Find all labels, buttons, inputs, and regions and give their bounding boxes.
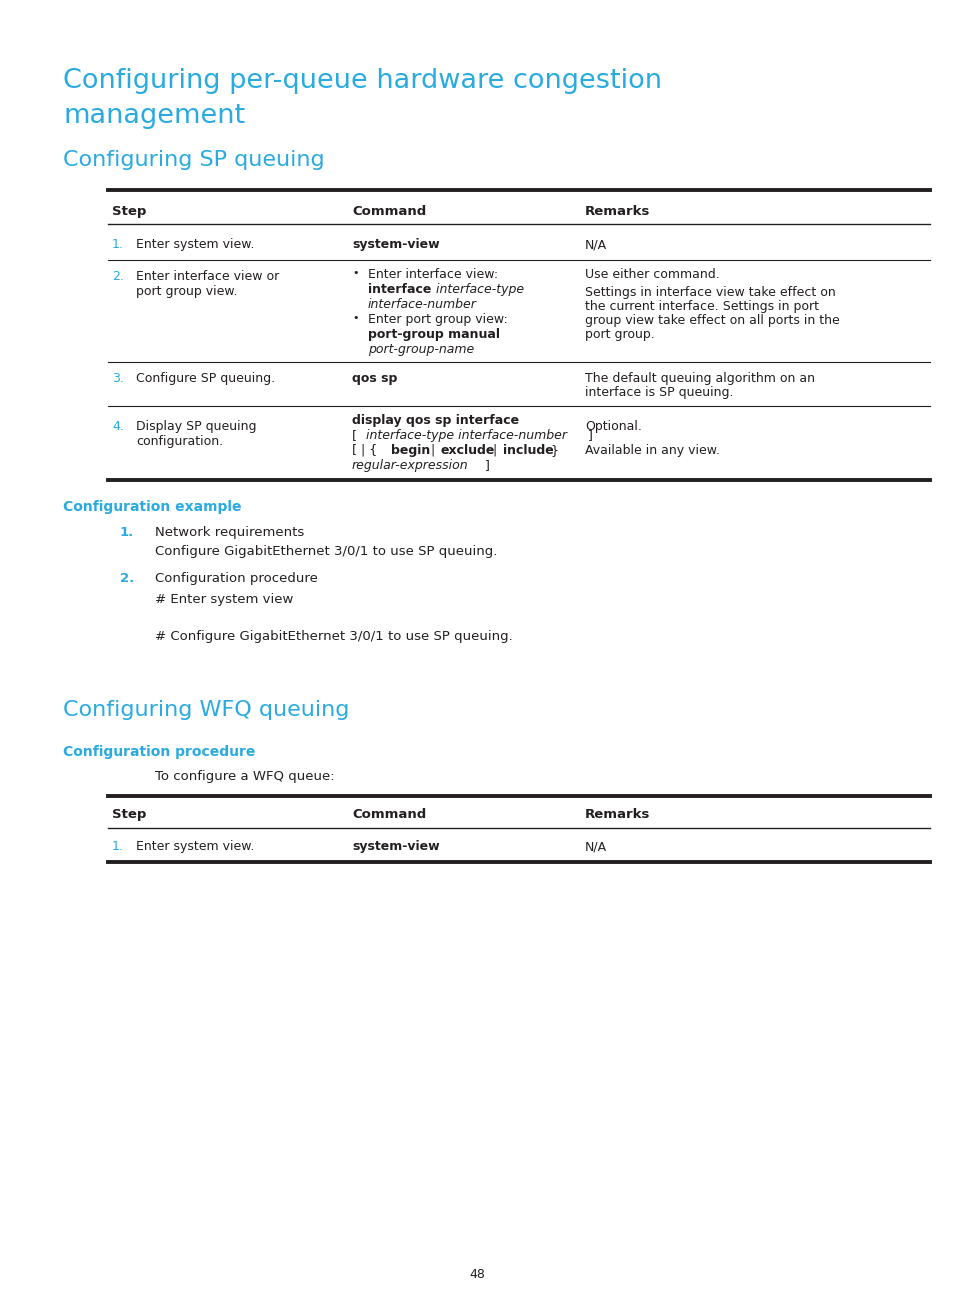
Text: group view take effect on all ports in the: group view take effect on all ports in t… [584,314,839,327]
Text: Step: Step [112,205,146,218]
Text: ]: ] [583,429,592,442]
Text: management: management [63,102,245,130]
Text: •: • [352,268,358,279]
Text: # Configure GigabitEthernet 3/0/1 to use SP queuing.: # Configure GigabitEthernet 3/0/1 to use… [154,630,512,643]
Text: Configuration example: Configuration example [63,500,241,515]
Text: 48: 48 [469,1267,484,1280]
Text: }: } [546,445,558,457]
Text: include: include [502,445,553,457]
Text: interface is SP queuing.: interface is SP queuing. [584,386,733,399]
Text: Enter port group view:: Enter port group view: [368,314,507,327]
Text: configuration.: configuration. [136,435,223,448]
Text: the current interface. Settings in port: the current interface. Settings in port [584,299,818,314]
Text: [: [ [352,429,360,442]
Text: 4.: 4. [112,420,124,433]
Text: 1.: 1. [120,526,134,539]
Text: Optional.: Optional. [584,420,641,433]
Text: Enter system view.: Enter system view. [136,840,254,853]
Text: Use either command.: Use either command. [584,268,719,281]
Text: Configuring per-queue hardware congestion: Configuring per-queue hardware congestio… [63,67,661,95]
Text: begin: begin [391,445,430,457]
Text: Display SP queuing: Display SP queuing [136,420,256,433]
Text: Remarks: Remarks [584,807,650,820]
Text: ]: ] [480,459,489,472]
Text: |: | [489,445,500,457]
Text: Network requirements: Network requirements [154,526,304,539]
Text: 1.: 1. [112,238,124,251]
Text: Enter system view.: Enter system view. [136,238,254,251]
Text: Configure GigabitEthernet 3/0/1 to use SP queuing.: Configure GigabitEthernet 3/0/1 to use S… [154,546,497,559]
Text: port group view.: port group view. [136,285,237,298]
Text: qos sp: qos sp [352,372,397,385]
Text: 1.: 1. [112,840,124,853]
Text: N/A: N/A [584,840,606,853]
Text: Enter interface view:: Enter interface view: [368,268,497,281]
Text: system-view: system-view [352,840,439,853]
Text: Enter interface view or: Enter interface view or [136,270,279,283]
Text: |: | [427,445,438,457]
Text: Configuring WFQ queuing: Configuring WFQ queuing [63,700,349,721]
Text: N/A: N/A [584,238,606,251]
Text: Step: Step [112,807,146,820]
Text: system-view: system-view [352,238,439,251]
Text: interface-type interface-number: interface-type interface-number [366,429,566,442]
Text: •: • [352,314,358,323]
Text: Remarks: Remarks [584,205,650,218]
Text: Configuring SP queuing: Configuring SP queuing [63,150,324,170]
Text: interface-type: interface-type [432,283,523,295]
Text: Settings in interface view take effect on: Settings in interface view take effect o… [584,286,835,299]
Text: Command: Command [352,205,426,218]
Text: Available in any view.: Available in any view. [584,445,720,457]
Text: Configure SP queuing.: Configure SP queuing. [136,372,274,385]
Text: 3.: 3. [112,372,124,385]
Text: port group.: port group. [584,328,654,341]
Text: port-group manual: port-group manual [368,328,499,341]
Text: Configuration procedure: Configuration procedure [154,572,317,584]
Text: # Enter system view: # Enter system view [154,594,294,607]
Text: regular-expression: regular-expression [352,459,468,472]
Text: 2.: 2. [120,572,134,584]
Text: To configure a WFQ queue:: To configure a WFQ queue: [154,770,335,783]
Text: 2.: 2. [112,270,124,283]
Text: The default queuing algorithm on an: The default queuing algorithm on an [584,372,814,385]
Text: interface-number: interface-number [368,298,476,311]
Text: Command: Command [352,807,426,820]
Text: [ | {: [ | { [352,445,381,457]
Text: Configuration procedure: Configuration procedure [63,745,255,759]
Text: interface: interface [368,283,431,295]
Text: port-group-name: port-group-name [368,343,474,356]
Text: exclude: exclude [440,445,495,457]
Text: display qos sp interface: display qos sp interface [352,413,518,426]
